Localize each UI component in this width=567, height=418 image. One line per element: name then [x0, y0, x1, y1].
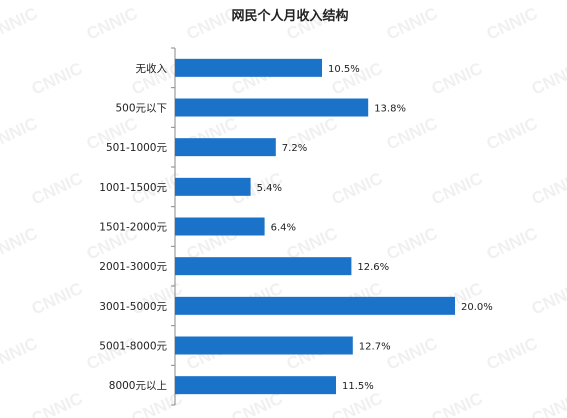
value-label: 10.5%: [328, 64, 360, 75]
bar: [175, 58, 322, 77]
bar: [175, 177, 251, 196]
watermark-logo: CNNIC: [29, 389, 86, 418]
watermark-logo: CNNIC: [84, 4, 141, 44]
bar: [175, 376, 336, 395]
watermark-logo: CNNIC: [529, 389, 567, 418]
category-label: 501-1000元: [106, 142, 168, 154]
category-label: 1501-2000元: [99, 222, 167, 234]
value-label: 11.5%: [342, 381, 374, 392]
category-label: 2001-3000元: [99, 261, 167, 273]
watermark-logo: CNNIC: [329, 169, 386, 209]
bar: [175, 138, 276, 157]
chart-title: 网民个人月收入结构: [231, 8, 348, 24]
bar: [175, 98, 369, 117]
watermark-logo: CNNIC: [0, 334, 40, 374]
watermark-logo: CNNIC: [529, 59, 567, 99]
watermark-logo: CNNIC: [529, 279, 567, 319]
watermark-logo: CNNIC: [384, 114, 441, 154]
watermark-logo: CNNIC: [484, 4, 541, 44]
watermark-logo: CNNIC: [0, 4, 40, 44]
value-label: 6.4%: [271, 223, 296, 234]
watermark-logo: CNNIC: [429, 389, 486, 418]
bar: [175, 257, 352, 276]
watermark-logo: CNNIC: [0, 224, 40, 264]
value-label: 7.2%: [282, 143, 307, 154]
bar: [175, 296, 455, 315]
category-label: 3001-5000元: [99, 301, 167, 313]
watermark-logo: CNNIC: [29, 279, 86, 319]
watermark-logo: CNNIC: [0, 114, 40, 154]
bar: [175, 336, 353, 355]
watermark-logo: CNNIC: [29, 59, 86, 99]
value-label: 5.4%: [257, 183, 282, 194]
watermark-logo: CNNIC: [384, 4, 441, 44]
watermark-logo: CNNIC: [429, 59, 486, 99]
bar: [175, 217, 265, 236]
watermark-logo: CNNIC: [384, 334, 441, 374]
category-label: 1001-1500元: [99, 182, 167, 194]
watermark-logo: CNNIC: [329, 389, 386, 418]
value-label: 13.8%: [374, 104, 406, 115]
watermark-logo: CNNIC: [429, 169, 486, 209]
watermark-logo: CNNIC: [484, 114, 541, 154]
category-label: 8000元以上: [109, 380, 167, 392]
value-label: 12.6%: [357, 262, 389, 273]
watermark-logo: CNNIC: [29, 169, 86, 209]
watermark-logo: CNNIC: [484, 224, 541, 264]
category-label: 500元以下: [115, 103, 167, 115]
category-label: 无收入: [136, 62, 168, 75]
category-label: 5001-8000元: [99, 341, 167, 353]
watermark-logo: CNNIC: [484, 334, 541, 374]
watermark-logo: CNNIC: [529, 169, 567, 209]
value-label: 20.0%: [461, 302, 493, 313]
bars-layer: 无收入 10.5% 500元以下 13.8% 501-1000元 7.2% 1001-150…: [99, 47, 493, 406]
watermark-logo: CNNIC: [384, 224, 441, 264]
value-label: 12.7%: [359, 342, 391, 353]
